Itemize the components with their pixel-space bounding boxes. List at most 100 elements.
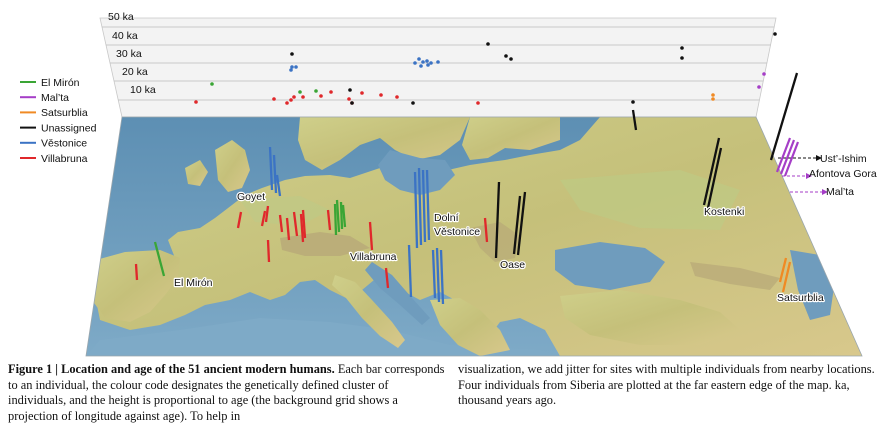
individual-bar [494, 181, 501, 259]
site-label-kostenki: Kostenki [704, 206, 744, 218]
age-dot [417, 57, 421, 61]
individual-bar [425, 169, 431, 241]
age-dot [314, 89, 318, 93]
age-dot [711, 97, 715, 101]
age-dot [301, 95, 305, 99]
individual-bar [266, 239, 271, 263]
caption-body-left: Each bar corresponds to an individual, t… [8, 362, 445, 423]
legend-label: Satsurblia [41, 107, 88, 119]
age-dot [298, 90, 302, 94]
individual-bar [153, 241, 166, 277]
individual-bar [339, 201, 344, 230]
site-label-el-miron: El Mirón [174, 277, 213, 289]
individual-bar [781, 261, 792, 293]
figure-caption-left: Figure 1 | Location and age of the 51 an… [8, 362, 448, 424]
arrowhead [822, 189, 828, 195]
age-dot [289, 98, 293, 102]
age-dot [509, 57, 513, 61]
age-dot [680, 46, 684, 50]
individual-bar [417, 167, 423, 246]
arrowhead [816, 155, 822, 161]
individual-bar [413, 171, 419, 249]
age-dot [360, 91, 364, 95]
site-label-satsurblia: Satsurblia [777, 292, 824, 304]
age-tick-label: 50 ka [108, 11, 134, 23]
age-dot [294, 65, 298, 69]
age-tick-label: 10 ka [130, 84, 156, 96]
individual-bar [384, 267, 390, 289]
age-dot [425, 59, 429, 63]
individual-bar [439, 249, 445, 305]
age-dot [329, 90, 333, 94]
age-dot [711, 93, 715, 97]
siberia-arrows [775, 137, 828, 195]
individual-bar [236, 211, 243, 229]
individual-bar [512, 195, 522, 255]
individual-bar [775, 137, 792, 173]
age-tick-label: 30 ka [116, 48, 142, 60]
legend-label: Unassigned [41, 122, 97, 134]
individual-bar [272, 154, 278, 194]
site-label-ust-ishim: Ust’-Ishim [820, 153, 867, 165]
age-dot [289, 68, 293, 72]
individual-bar [264, 205, 270, 223]
age-dot [319, 94, 323, 98]
individual-bar [516, 191, 527, 256]
individual-bar [285, 217, 291, 241]
age-dots [194, 32, 777, 105]
individual-bar [769, 72, 799, 161]
site-label-dolni: Dolní [434, 212, 459, 224]
caption-title: Figure 1 | Location and age of the 51 an… [8, 362, 335, 376]
individual-bar [268, 146, 274, 191]
age-dot [290, 65, 294, 69]
legend-label: El Mirón [41, 77, 80, 89]
individual-bar [431, 249, 437, 299]
individual-bar [301, 209, 307, 239]
age-grid [99, 17, 777, 118]
individual-bar [435, 247, 441, 303]
individual-bar [421, 169, 427, 243]
age-dot [486, 42, 490, 46]
individual-bar [292, 211, 299, 237]
age-axis: 10 ka 20 ka 30 ka 40 ka 50 ka [108, 11, 156, 96]
age-dot [350, 101, 354, 105]
age-tick-label: 20 ka [122, 66, 148, 78]
age-dot [272, 97, 276, 101]
individual-bar [407, 244, 413, 298]
individual-bar [275, 174, 282, 197]
legend-label: Mal’ta [41, 92, 69, 104]
individual-bar [333, 203, 338, 236]
individual-bar [335, 199, 341, 233]
individual-bar [483, 217, 489, 243]
legend-label: Villabruna [41, 153, 88, 165]
individual-bars [134, 72, 799, 305]
site-label-goyet: Goyet [237, 191, 265, 203]
age-dot [348, 88, 352, 92]
age-tick-label: 40 ka [112, 30, 138, 42]
site-label-villabruna: Villabruna [350, 251, 397, 263]
individual-bar [779, 139, 796, 175]
age-dot [421, 60, 425, 64]
age-dot [680, 56, 684, 60]
age-dot [290, 52, 294, 56]
age-dot [504, 54, 508, 58]
individual-bar [299, 213, 305, 243]
legend: El Mirón Mal’ta Satsurblia Unassigned Věston… [20, 77, 97, 165]
age-dot [292, 95, 296, 99]
individual-bar [778, 257, 788, 283]
age-dot [419, 64, 423, 68]
age-dot [411, 101, 415, 105]
age-dot [773, 32, 777, 36]
legend-label: Věstonice [41, 138, 87, 150]
age-dot [631, 100, 635, 104]
individual-bar [783, 141, 800, 177]
site-label-afontova-gora: Afontova Gora [809, 168, 877, 180]
individual-bar [368, 221, 374, 251]
figure-caption-right: visualization, we add jitter for sites w… [458, 362, 875, 408]
individual-bar [341, 204, 347, 228]
age-dot [429, 61, 433, 65]
age-dot [379, 93, 383, 97]
age-dot [347, 97, 351, 101]
age-dot [285, 101, 289, 105]
